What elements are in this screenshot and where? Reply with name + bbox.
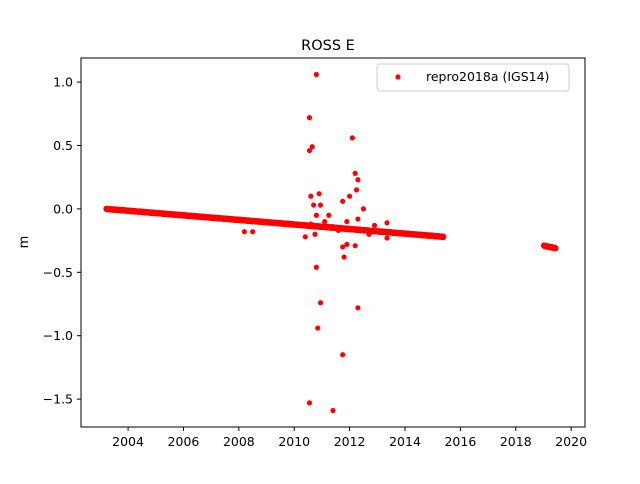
data-point bbox=[317, 300, 324, 306]
y-tick-label: −1.5 bbox=[43, 392, 73, 407]
legend: repro2018a (IGS14) bbox=[376, 63, 570, 92]
data-point bbox=[347, 193, 353, 199]
data-point bbox=[330, 407, 336, 414]
y-tick-label: −1.0 bbox=[43, 328, 73, 343]
x-tick-label: 2018 bbox=[500, 434, 532, 449]
x-tick-label: 2016 bbox=[444, 434, 476, 449]
data-point bbox=[335, 227, 342, 234]
data-point bbox=[306, 115, 313, 121]
data-point bbox=[313, 212, 319, 218]
data-point bbox=[311, 202, 317, 208]
data-point bbox=[302, 234, 308, 240]
x-tick-label: 2014 bbox=[389, 434, 421, 449]
data-point bbox=[306, 400, 313, 406]
data-point bbox=[330, 224, 336, 230]
data-point bbox=[340, 352, 346, 358]
plot-frame bbox=[80, 57, 586, 428]
y-tick-label: 0.0 bbox=[53, 201, 73, 216]
data-point bbox=[315, 325, 321, 331]
data-point bbox=[384, 220, 390, 226]
data-point bbox=[344, 241, 350, 247]
legend-label: repro2018a (IGS14) bbox=[426, 69, 549, 84]
data-point bbox=[313, 71, 319, 78]
data-point bbox=[344, 218, 350, 225]
data-point bbox=[355, 305, 361, 311]
data-point bbox=[349, 135, 355, 141]
y-tick-label: 0.5 bbox=[53, 138, 73, 153]
data-point bbox=[308, 221, 314, 227]
data-point bbox=[366, 231, 372, 237]
data-point bbox=[317, 202, 324, 208]
data-point bbox=[306, 147, 313, 154]
y-axis-label: m bbox=[17, 236, 32, 249]
y-tick-label: −0.5 bbox=[43, 265, 73, 280]
x-tick-label: 2006 bbox=[168, 434, 200, 449]
data-point bbox=[312, 231, 318, 237]
data-point bbox=[353, 187, 360, 193]
axes-layer bbox=[80, 57, 586, 428]
data-point bbox=[553, 245, 559, 251]
points-layer bbox=[103, 71, 559, 414]
data-point bbox=[308, 193, 314, 199]
x-tick-label: 2010 bbox=[278, 434, 310, 449]
data-point bbox=[441, 233, 447, 240]
legend-box bbox=[376, 63, 570, 92]
ticks-layer: 2004 2006 2008 2010 2012 2014 2016 2018 2020 1.0 0… bbox=[43, 75, 587, 449]
x-tick-label: 2004 bbox=[112, 434, 144, 449]
data-point bbox=[341, 254, 347, 260]
data-point bbox=[340, 198, 346, 204]
x-tick-label: 2008 bbox=[223, 434, 255, 449]
data-point bbox=[355, 177, 361, 183]
data-point bbox=[322, 218, 328, 225]
data-point bbox=[355, 216, 361, 222]
data-point bbox=[360, 206, 367, 212]
legend-marker bbox=[395, 74, 401, 80]
data-point bbox=[371, 222, 378, 228]
data-point bbox=[316, 191, 322, 197]
y-tick-label: 1.0 bbox=[53, 75, 73, 90]
data-point bbox=[384, 235, 390, 241]
data-point bbox=[309, 144, 315, 150]
x-tick-label: 2012 bbox=[334, 434, 366, 449]
data-point bbox=[250, 229, 256, 235]
data-point bbox=[313, 264, 319, 270]
chart-title: ROSS E bbox=[301, 38, 355, 54]
data-point bbox=[352, 243, 358, 249]
data-point bbox=[352, 170, 358, 176]
data-point bbox=[326, 212, 332, 218]
data-point bbox=[340, 244, 346, 250]
data-point bbox=[241, 229, 247, 235]
x-tick-label: 2020 bbox=[555, 434, 587, 449]
